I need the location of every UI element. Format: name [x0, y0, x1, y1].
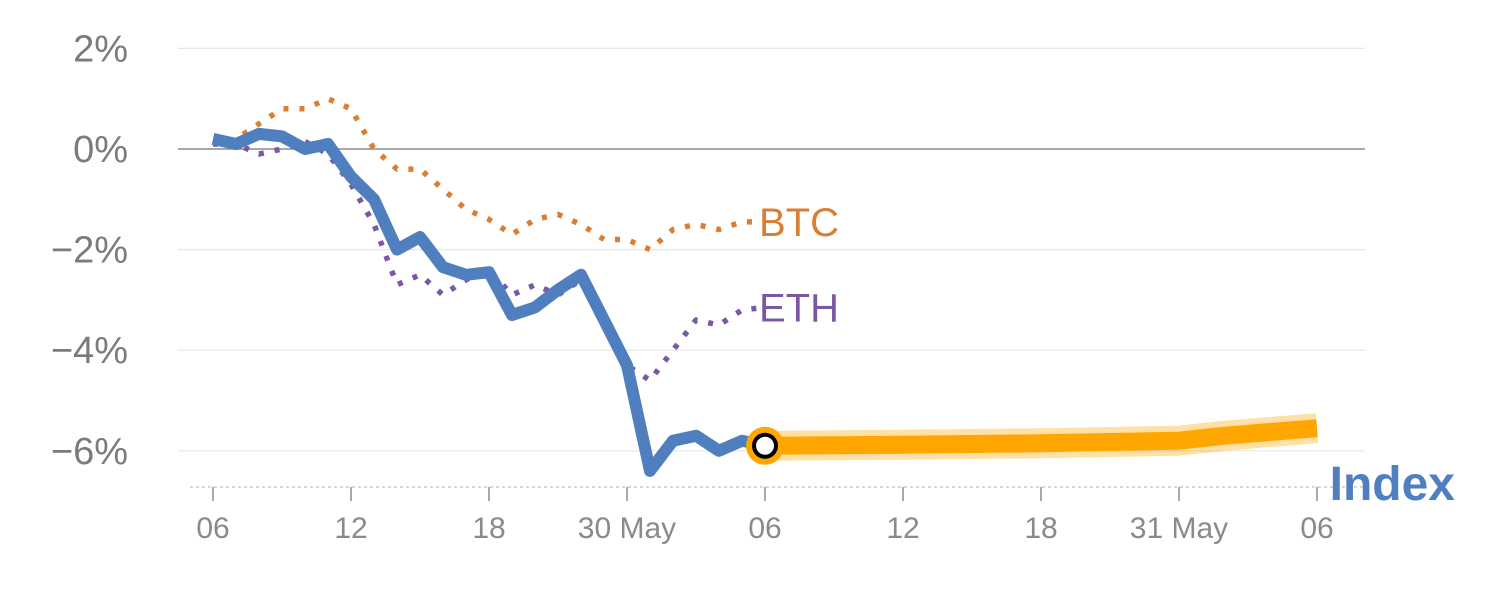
series-label-eth: ETH [759, 286, 839, 330]
series-labels: BTC ETH Index [759, 201, 1455, 511]
series-lines [211, 95, 1319, 477]
y-tick-label: 0% [73, 129, 128, 171]
y-tick-label: −2% [51, 230, 128, 272]
y-tick-label: 2% [73, 28, 128, 70]
x-tick-label: 18 [472, 512, 505, 545]
x-tick-label: 12 [334, 512, 367, 545]
series-label-index: Index [1330, 458, 1456, 511]
y-tick-label: −6% [51, 431, 128, 473]
x-tick-label: 12 [886, 512, 919, 545]
x-axis: 06 12 18 30 May 06 12 18 31 May 06 [196, 487, 1334, 545]
index-line [211, 127, 767, 477]
x-tick-label: 06 [1300, 512, 1333, 545]
x-tick-label: 06 [196, 512, 229, 545]
y-axis: 2% 0% −2% −4% −6% [51, 28, 128, 472]
x-tick-label: 31 May [1130, 512, 1228, 545]
x-tick-label: 06 [748, 512, 781, 545]
x-tick-label: 18 [1024, 512, 1057, 545]
y-tick-label: −4% [51, 330, 128, 372]
forecast-line [764, 419, 1318, 455]
x-tick-label: 30 May [578, 512, 676, 545]
btc-line [212, 95, 765, 253]
series-label-btc: BTC [759, 201, 839, 245]
eth-line [213, 138, 766, 384]
current-point-marker [752, 432, 778, 459]
gridlines [178, 47, 1365, 488]
